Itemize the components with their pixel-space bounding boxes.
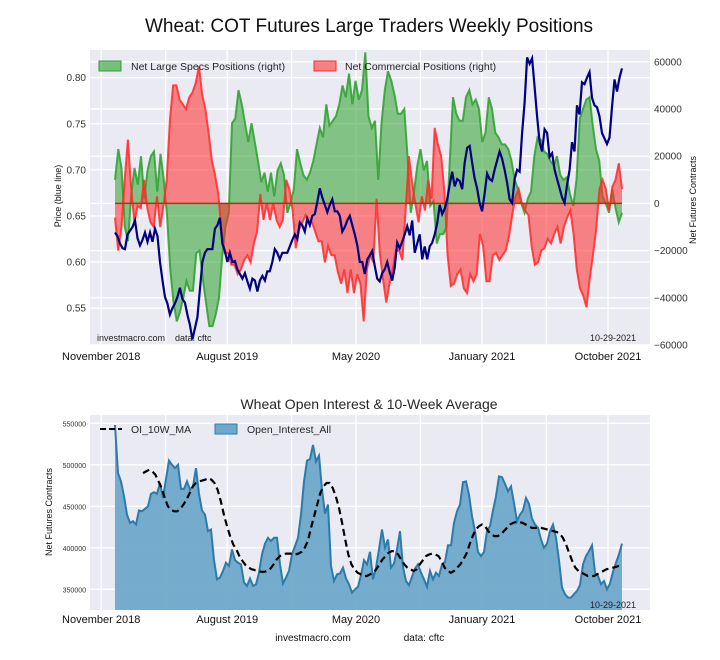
open-interest-x-ticks: November 2018 August 2019 May 2020 January … bbox=[62, 614, 641, 626]
price-tick-label: 0.60 bbox=[67, 258, 87, 269]
legend-label-commercial: Net Commercial Positions (right) bbox=[345, 61, 496, 73]
x-tick-label: October 2021 bbox=[575, 351, 642, 363]
oi-x-tick-label: May 2020 bbox=[332, 614, 380, 626]
commercial-area bbox=[115, 66, 622, 322]
positions-chart: 0.55 0.60 0.65 0.70 0.75 0.80 −60000 −40000 −20… bbox=[53, 50, 698, 363]
oi-x-tick-label: October 2021 bbox=[575, 614, 642, 626]
figure-title: Wheat: COT Futures Large Traders Weekly … bbox=[145, 16, 593, 37]
specs-line bbox=[114, 52, 623, 328]
legend-swatch-specs bbox=[98, 60, 122, 72]
contracts-axis-ticks: −60000 −40000 −20000 0 20000 40000 60000 bbox=[654, 57, 688, 351]
oi-x-tick-label: November 2018 bbox=[62, 614, 140, 626]
footer-data-source: data: cftc bbox=[404, 633, 445, 644]
contracts-tick-label: −20000 bbox=[654, 246, 688, 257]
legend-label-oi: Open_Interest_All bbox=[247, 424, 331, 436]
open-interest-y-label: Net Futures Contracts bbox=[44, 467, 54, 556]
price-line bbox=[114, 54, 624, 340]
positions-x-axis-ticks: November 2018 August 2019 May 2020 January … bbox=[62, 351, 641, 363]
legend-item-specs[interactable]: Net Large Specs Positions (right) bbox=[98, 60, 285, 73]
price-tick-label: 0.55 bbox=[67, 304, 87, 315]
x-tick-label: November 2018 bbox=[62, 351, 140, 363]
open-interest-legend: OI_10W_MA Open_Interest_All bbox=[100, 423, 331, 436]
legend-item-commercial[interactable]: Net Commercial Positions (right) bbox=[313, 60, 496, 73]
price-tick-label: 0.75 bbox=[67, 119, 87, 130]
oi-x-tick-label: August 2019 bbox=[196, 614, 258, 626]
price-axis-label: Price (blue line) bbox=[53, 165, 63, 228]
contracts-tick-label: 20000 bbox=[654, 152, 682, 163]
open-interest-area bbox=[115, 425, 622, 610]
oi-y-tick-label: 450000 bbox=[63, 504, 86, 511]
positions-legend: Net Large Specs Positions (right) Net Co… bbox=[98, 60, 496, 73]
source-annotation: investmacro.com data: cftc bbox=[97, 333, 212, 343]
contracts-tick-label: 40000 bbox=[654, 105, 682, 116]
commercial-line bbox=[114, 66, 623, 322]
legend-item-ma[interactable]: OI_10W_MA bbox=[100, 424, 191, 436]
oi-x-tick-label: January 2021 bbox=[449, 614, 516, 626]
legend-swatch-oi bbox=[214, 423, 238, 435]
contracts-axis-label: Net Futures Contracts bbox=[688, 155, 698, 244]
contracts-tick-label: 0 bbox=[654, 199, 660, 210]
open-interest-title: Wheat Open Interest & 10-Week Average bbox=[240, 396, 497, 412]
contracts-tick-label: −40000 bbox=[654, 293, 688, 304]
price-tick-label: 0.70 bbox=[67, 165, 87, 176]
open-interest-chart: Wheat Open Interest & 10-Week Average 35… bbox=[44, 396, 650, 626]
price-tick-label: 0.80 bbox=[67, 73, 87, 84]
open-interest-line bbox=[114, 424, 623, 599]
legend-label-specs: Net Large Specs Positions (right) bbox=[131, 61, 285, 73]
oi-y-tick-label: 500000 bbox=[63, 463, 86, 470]
contracts-tick-label: 60000 bbox=[654, 57, 682, 68]
oi-y-tick-label: 550000 bbox=[63, 421, 86, 428]
oi-y-tick-label: 400000 bbox=[63, 546, 86, 553]
contracts-tick-label: −60000 bbox=[654, 341, 688, 352]
price-tick-label: 0.65 bbox=[67, 211, 87, 222]
date-annotation: 10-29-2021 bbox=[590, 333, 636, 343]
open-interest-series bbox=[114, 424, 623, 610]
positions-series bbox=[114, 52, 624, 340]
oi-y-tick-label: 350000 bbox=[63, 587, 86, 594]
price-axis-ticks: 0.55 0.60 0.65 0.70 0.75 0.80 bbox=[67, 73, 87, 314]
x-tick-label: May 2020 bbox=[332, 351, 380, 363]
legend-item-oi[interactable]: Open_Interest_All bbox=[214, 423, 331, 436]
oi-date-annotation: 10-29-2021 bbox=[590, 600, 636, 610]
open-interest-y-ticks: 350000 400000 450000 500000 550000 bbox=[63, 421, 86, 594]
legend-swatch-commercial bbox=[313, 60, 337, 72]
legend-label-ma: OI_10W_MA bbox=[131, 424, 191, 436]
moving-average-line bbox=[142, 468, 622, 578]
x-tick-label: August 2019 bbox=[196, 351, 258, 363]
x-tick-label: January 2021 bbox=[449, 351, 516, 363]
footer-site: investmacro.com bbox=[275, 633, 351, 644]
specs-area bbox=[115, 52, 622, 327]
